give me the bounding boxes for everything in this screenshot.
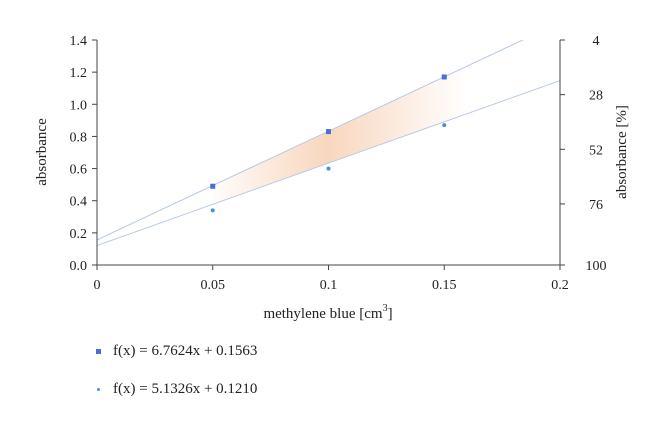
axes bbox=[92, 39, 565, 270]
data-point-series-2 bbox=[326, 166, 331, 171]
x-tick-label: 0.1 bbox=[320, 278, 338, 293]
legend-marker-series-1 bbox=[96, 349, 101, 354]
y-tick-label: 0.0 bbox=[70, 259, 88, 274]
y2-tick-label: 52 bbox=[589, 143, 603, 158]
legend-label-series-2: f(x) = 5.1326x + 0.1210 bbox=[113, 381, 258, 397]
data-point-series-2 bbox=[210, 208, 215, 213]
data-point-series-1 bbox=[326, 129, 331, 135]
x-axis-title: methylene blue [cm3] bbox=[263, 303, 392, 322]
y-tick-label: 0.4 bbox=[70, 195, 88, 210]
x-axis-title-main: methylene blue [cm bbox=[263, 306, 382, 322]
y-tick-label: 1.2 bbox=[70, 66, 88, 81]
x-tick-label: 0.05 bbox=[201, 278, 226, 293]
y-tick-label: 0.6 bbox=[70, 163, 88, 178]
legend-label-series-1: f(x) = 6.7624x + 0.1563 bbox=[113, 343, 258, 359]
x-tick-label: 0.15 bbox=[432, 278, 457, 293]
x-axis-title-sup: 3 bbox=[383, 303, 388, 314]
tick-labels: 0 0.05 0.1 0.15 0.2 0.0 0.2 0.4 0.6 0.8 1.0 1.2 1.4 4… bbox=[70, 34, 607, 293]
band-fill bbox=[212, 65, 468, 205]
y2-axis-title: absorbance [%] bbox=[614, 105, 630, 199]
legend-marker-series-2 bbox=[97, 388, 100, 391]
fit-line-series-2 bbox=[97, 80, 560, 247]
y-tick-label: 0.2 bbox=[70, 227, 88, 242]
x-axis-title-suffix: ] bbox=[388, 306, 393, 322]
y2-tick-label: 28 bbox=[589, 89, 603, 104]
data-point-series-1 bbox=[210, 183, 216, 189]
y2-tick-label: 4 bbox=[593, 34, 600, 49]
data-point-series-2 bbox=[442, 123, 447, 128]
data-point-series-1 bbox=[441, 74, 447, 80]
x-tick-label: 0 bbox=[94, 278, 101, 293]
y-axis-title: absorbance bbox=[34, 118, 50, 186]
y-tick-label: 0.8 bbox=[70, 130, 88, 145]
y2-tick-label: 76 bbox=[589, 198, 603, 213]
y-tick-label: 1.0 bbox=[70, 98, 88, 113]
legend-item-series-1: f(x) = 6.7624x + 0.1563 bbox=[96, 343, 257, 360]
data-points bbox=[210, 74, 447, 213]
confidence-band bbox=[212, 65, 468, 205]
legend-item-series-2: f(x) = 5.1326x + 0.1210 bbox=[96, 381, 257, 398]
y2-tick-label: 100 bbox=[586, 259, 607, 274]
y-tick-label: 1.4 bbox=[70, 34, 88, 49]
x-tick-label: 0.2 bbox=[551, 278, 569, 293]
